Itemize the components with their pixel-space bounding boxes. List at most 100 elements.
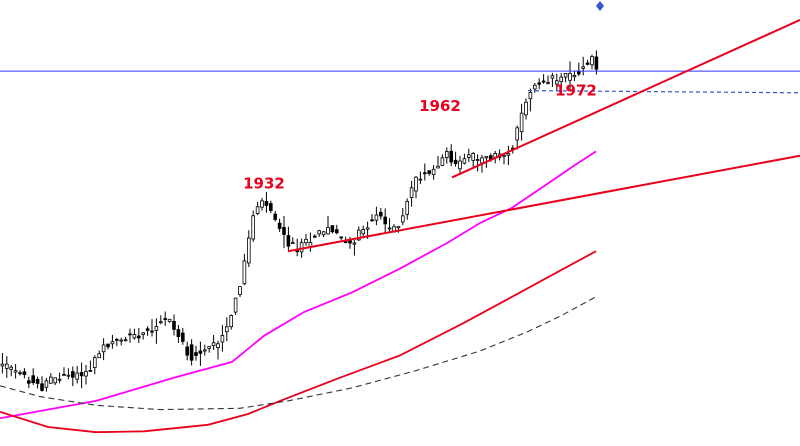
candle-body-34: [150, 330, 154, 333]
candle-body-98: [431, 168, 436, 175]
candle-body-84: [370, 219, 374, 222]
candle-body-64: [282, 227, 286, 235]
candle-body-83: [365, 227, 370, 230]
candle-body-66: [290, 242, 295, 245]
candle-body-133: [585, 62, 590, 65]
candle-body-12: [53, 377, 57, 384]
candle-body-109: [480, 157, 484, 164]
candle-body-110: [484, 156, 489, 159]
candle-body-40: [176, 329, 181, 338]
candle-body-7: [31, 375, 35, 384]
candle-body-58: [255, 206, 260, 214]
candle-body-19: [84, 371, 88, 377]
candle-body-45: [198, 350, 203, 354]
candle-body-17: [75, 372, 80, 380]
candle-body-76: [334, 229, 339, 234]
annotation-label-1972: 1972: [555, 81, 597, 99]
candle-body-54: [238, 286, 242, 295]
trendline-1: [451, 18, 800, 179]
candle-body-1: [5, 363, 9, 369]
candle-body-106: [466, 154, 471, 158]
candle-body-24: [106, 343, 110, 348]
candle-body-36: [158, 321, 163, 324]
candle-body-16: [71, 371, 75, 378]
candle-body-125: [550, 75, 555, 79]
candle-body-47: [207, 346, 212, 349]
candle-body-20: [88, 369, 93, 372]
candle-body-49: [216, 343, 220, 348]
candle-body-0: [0, 363, 5, 367]
candle-body-59: [260, 200, 264, 208]
candle-body-63: [277, 222, 282, 229]
candle-body-4: [18, 372, 22, 375]
candle-body-39: [172, 320, 176, 330]
candle-body-26: [115, 338, 119, 341]
candle-body-71: [312, 235, 317, 238]
candle-body-73: [321, 231, 326, 236]
candle-body-97: [427, 170, 431, 174]
candle-body-3: [13, 370, 18, 373]
candle-body-50: [220, 335, 225, 343]
candle-body-91: [400, 215, 405, 223]
trendline-group: [287, 18, 800, 253]
moving-average-ma_slow: [0, 296, 597, 411]
candle-body-9: [40, 383, 44, 391]
candle-body-87: [383, 216, 387, 225]
candle-body-92: [405, 201, 409, 215]
dashed-level-line: [527, 90, 800, 94]
candle-body-77: [339, 236, 343, 239]
candle-body-129: [568, 72, 572, 81]
candle-body-57: [251, 215, 256, 240]
candle-body-15: [66, 374, 71, 377]
candle-body-94: [414, 176, 418, 192]
candle-body-37: [163, 318, 168, 320]
candle-body-88: [387, 227, 392, 230]
candle-body-85: [374, 214, 379, 221]
candle-body-56: [246, 237, 251, 264]
candle-body-10: [44, 380, 49, 388]
candle-body-127: [559, 76, 563, 83]
candle-body-120: [528, 92, 533, 100]
candle-body-101: [444, 151, 449, 158]
candle-body-6: [26, 380, 31, 384]
candle-body-135: [594, 56, 599, 70]
candle-body-33: [145, 328, 150, 331]
candle-body-114: [502, 154, 506, 157]
candle-body-104: [458, 160, 462, 170]
candle-body-2: [9, 366, 14, 370]
candle-body-134: [590, 56, 594, 66]
candle-body-51: [224, 326, 229, 333]
candle-body-122: [537, 82, 541, 85]
candle-body-31: [136, 335, 141, 339]
candle-body-75: [330, 225, 335, 233]
candle-body-121: [533, 84, 537, 90]
candle-body-52: [229, 315, 234, 328]
candle-body-72: [317, 230, 321, 235]
candle-body-100: [440, 157, 445, 166]
annotation-group: 1932 1962 1972: [243, 81, 597, 192]
candle-body-61: [268, 203, 273, 211]
moving-average-ma_mid: [0, 250, 597, 434]
candle-body-28: [123, 339, 128, 342]
candle-body-115: [506, 153, 511, 156]
candle-body-11: [49, 376, 53, 384]
candle-body-42: [185, 346, 190, 356]
candle-body-81: [356, 229, 361, 241]
level-lines-group: [0, 70, 800, 94]
candle-body-18: [79, 372, 84, 377]
candle-body-62: [273, 213, 277, 220]
candle-body-118: [519, 112, 524, 133]
candle-body-128: [563, 73, 568, 78]
annotation-label-1932: 1932: [243, 174, 285, 192]
candle-body-25: [110, 341, 115, 345]
candle-body-68: [299, 242, 304, 253]
candle-body-21: [93, 357, 97, 368]
candle-body-32: [141, 332, 146, 335]
candle-body-30: [132, 334, 137, 339]
candle-body-105: [462, 158, 467, 164]
candle-body-102: [449, 150, 453, 163]
annotation-label-1962: 1962: [419, 97, 461, 115]
candle-body-23: [101, 344, 106, 353]
moving-average-ma_fast: [0, 150, 597, 420]
candle-body-41: [180, 332, 185, 342]
